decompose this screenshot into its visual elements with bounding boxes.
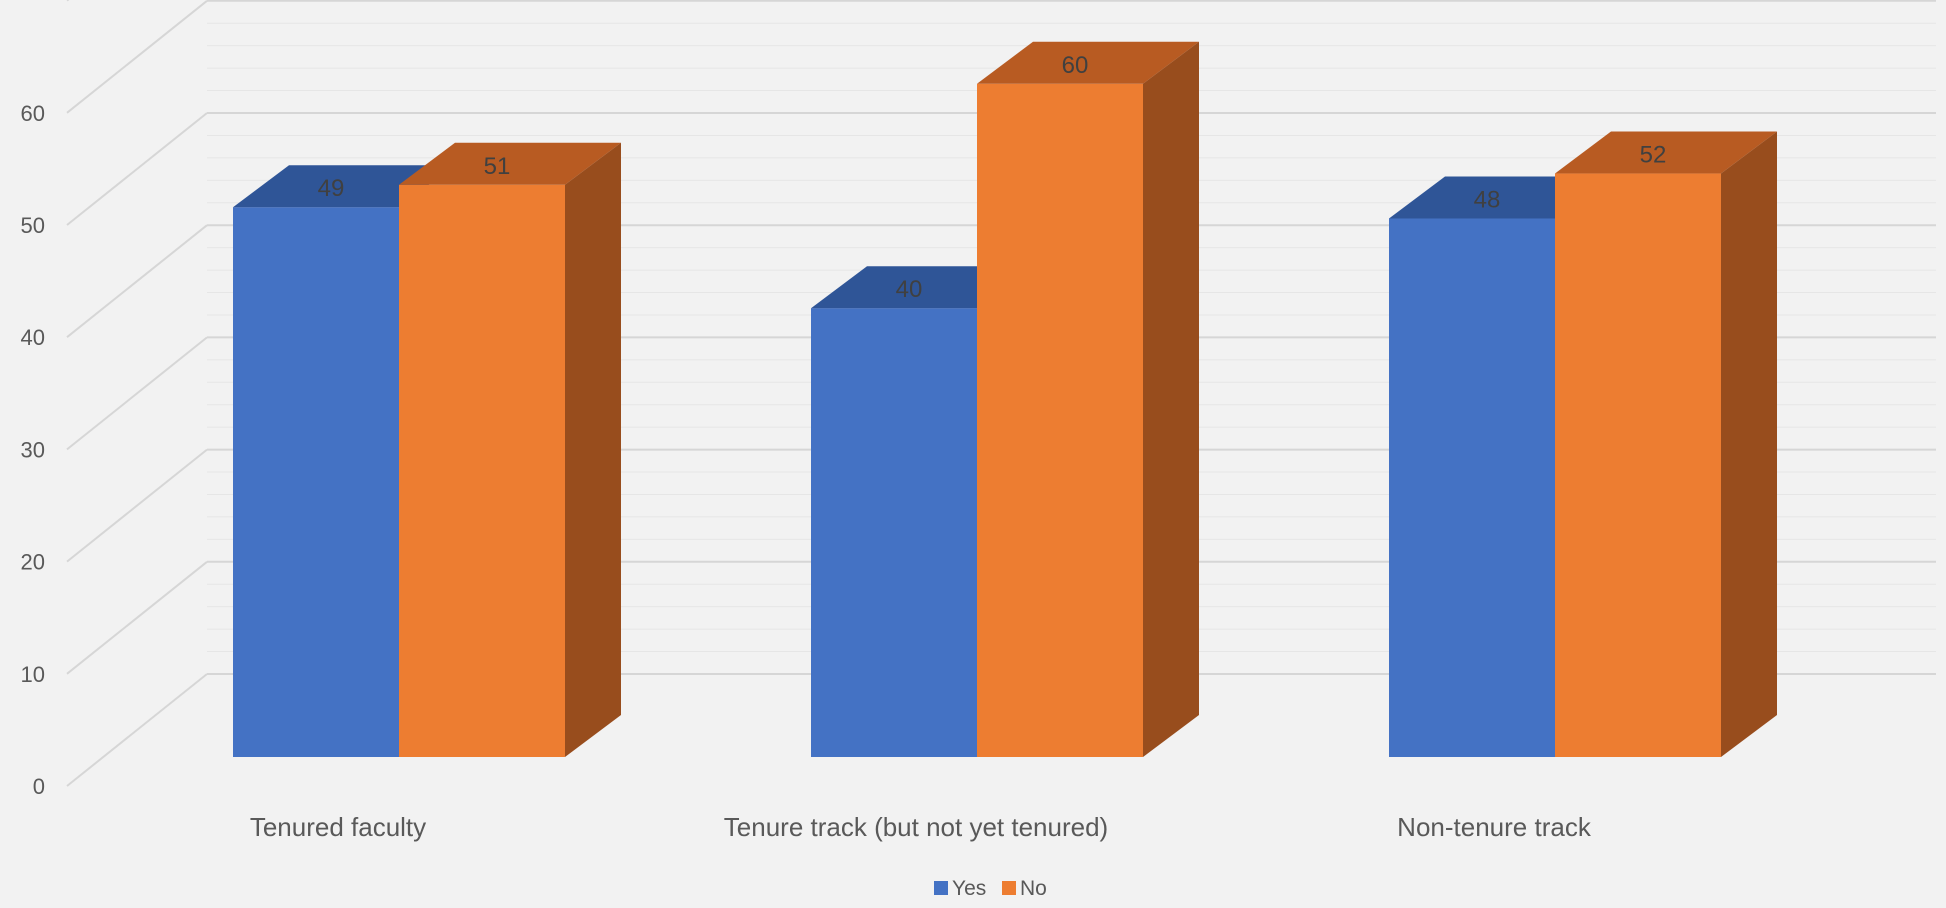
bar-yes-2 <box>811 266 1033 757</box>
bars <box>233 41 1777 758</box>
gridline-side <box>66 561 208 675</box>
category-label: Non-tenure track <box>1397 812 1592 842</box>
data-label: 49 <box>318 175 345 202</box>
y-tick-label: 40 <box>21 325 45 350</box>
legend-swatch <box>934 881 948 895</box>
y-tick-label: 10 <box>21 662 45 687</box>
y-tick-label: 0 <box>33 774 45 799</box>
bar-side <box>1721 131 1777 757</box>
bar-front <box>977 83 1143 758</box>
y-tick-label: 50 <box>21 213 45 238</box>
data-label: 40 <box>896 276 923 303</box>
bar-yes-3 <box>1389 176 1611 757</box>
gridline-side <box>66 448 208 563</box>
data-label: 51 <box>484 153 511 180</box>
bar-no-2 <box>977 41 1199 758</box>
bar-top <box>399 142 621 185</box>
data-label: 48 <box>1474 186 1501 213</box>
y-tick-label: 60 <box>21 101 45 126</box>
category-label: Tenured faculty <box>250 812 426 842</box>
bar-side <box>1143 41 1199 758</box>
data-label: 52 <box>1640 142 1667 169</box>
gridline-side <box>66 0 208 114</box>
bar-no-1 <box>399 142 621 757</box>
y-tick-label: 30 <box>21 437 45 462</box>
legend: Yes No <box>934 877 1047 900</box>
bar-side <box>565 142 621 757</box>
gridline-side <box>66 0 70 2</box>
gridline-side <box>66 224 208 338</box>
y-tick-label: 20 <box>21 550 45 575</box>
bar-top <box>1555 131 1777 174</box>
legend-label: Yes <box>952 877 986 900</box>
bar-front <box>399 184 565 757</box>
gridline-side <box>66 673 208 787</box>
bar-no-3 <box>1555 131 1777 757</box>
data-label: 60 <box>1062 52 1089 79</box>
y-axis-ticks: 0 10 20 30 40 50 60 <box>21 101 45 799</box>
legend-swatch <box>1002 881 1016 895</box>
bar-front <box>811 308 977 757</box>
data-labels: 49 51 40 60 48 52 <box>318 52 1667 303</box>
legend-label: No <box>1020 877 1047 900</box>
category-label: Tenure track (but not yet tenured) <box>724 812 1108 842</box>
bar-front <box>1389 218 1555 757</box>
bar-front <box>1555 173 1721 757</box>
gridline-side <box>66 336 208 451</box>
bar-yes-1 <box>233 165 455 758</box>
x-axis-categories: Tenured faculty Tenure track (but not yet… <box>250 812 1592 842</box>
bar-front <box>233 207 399 758</box>
gridline-side <box>66 112 208 226</box>
bar-top <box>977 41 1199 84</box>
